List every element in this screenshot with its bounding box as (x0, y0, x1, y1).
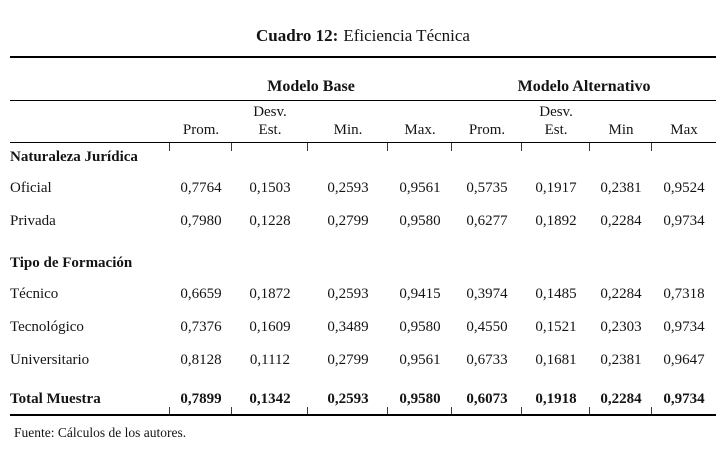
column-header-desv-est-base: Desv. Est. (231, 100, 308, 151)
value-cell: 0,3974 (466, 286, 508, 302)
total-value-cell: 0,9734 (651, 385, 717, 416)
section-row-naturaleza-juridica: Naturaleza Jurídica (10, 143, 716, 173)
total-value-cell: 0,9580 (386, 385, 453, 416)
value-cell: 0,3489 (327, 319, 369, 335)
spacer-row (10, 377, 716, 385)
value-cell: 0,2799 (327, 213, 369, 229)
table-row-universitario: Universitario 0,8128 0,1112 0,2799 0,956… (10, 344, 716, 377)
value-cell: 0,1228 (249, 213, 291, 229)
value-cell: 0,9580 (399, 319, 441, 335)
total-value-cell: 0,1918 (521, 385, 591, 416)
value-cell: 0,6733 (466, 352, 508, 368)
value-cell: 0,2593 (327, 286, 369, 302)
table-row-total-muestra: Total Muestra 0,7899 0,1342 0,2593 0,958… (10, 385, 717, 416)
value-cell: 0,4550 (466, 319, 508, 335)
value-cell: 0,1521 (535, 319, 577, 335)
value-cell: 0,1485 (535, 286, 577, 302)
value-cell: 0,9734 (663, 213, 705, 229)
value-cell: 0,7376 (180, 319, 222, 335)
row-label: Tecnológico (10, 319, 84, 335)
section-title: Naturaleza Jurídica (10, 149, 138, 165)
table-title: Cuadro 12: Eficiencia Técnica (0, 25, 726, 47)
empty-corner-cell (10, 57, 170, 101)
row-label: Universitario (10, 352, 90, 368)
row-label: Oficial (10, 180, 52, 196)
value-cell: 0,1112 (249, 352, 291, 368)
value-cell: 0,9561 (399, 352, 441, 368)
value-cell: 0,2381 (600, 352, 642, 368)
value-cell: 0,7318 (663, 286, 705, 302)
total-value-cell: 0,2593 (307, 385, 388, 416)
value-cell: 0,1892 (535, 213, 577, 229)
value-cell: 0,9734 (663, 319, 705, 335)
efficiency-table: Modelo Base Modelo Alternativo Prom. Des… (10, 56, 717, 416)
table-row-privada: Privada 0,7980 0,1228 0,2799 0,9580 0,62… (10, 205, 716, 238)
value-cell: 0,9561 (399, 180, 441, 196)
value-cell: 0,7764 (180, 180, 222, 196)
section-title: Tipo de Formación (10, 255, 133, 271)
group-header-modelo-alternativo: Modelo Alternativo (452, 57, 717, 101)
source-note: Fuente: Cálculos de los autores. (14, 425, 187, 440)
value-cell: 0,1872 (249, 286, 291, 302)
value-cell: 0,2381 (600, 180, 642, 196)
total-value-cell: 0,7899 (169, 385, 232, 416)
table-row-oficial: Oficial 0,7764 0,1503 0,2593 0,9561 0,57… (10, 172, 716, 205)
total-value-cell: 0,2284 (589, 385, 653, 416)
value-cell: 0,6659 (180, 286, 222, 302)
column-header-min-alt: Min (589, 100, 653, 151)
value-cell: 0,2303 (600, 319, 642, 335)
value-cell: 0,9524 (663, 180, 705, 196)
table-row-tecnologico: Tecnológico 0,7376 0,1609 0,3489 0,9580 … (10, 311, 716, 344)
table-row-tecnico: Técnico 0,6659 0,1872 0,2593 0,9415 0,39… (10, 278, 716, 311)
column-header-prom-alt: Prom. (451, 100, 523, 151)
table-title-number: Cuadro 12: (256, 26, 339, 45)
value-cell: 0,8128 (180, 352, 222, 368)
value-cell: 0,9580 (399, 213, 441, 229)
table-title-text: Eficiencia Técnica (343, 26, 470, 45)
value-cell: 0,2593 (327, 180, 369, 196)
column-header-min-base: Min. (307, 100, 388, 151)
column-header-max-base: Max. (386, 100, 453, 151)
spacer-row (10, 238, 716, 249)
value-cell: 0,6277 (466, 213, 508, 229)
total-value-cell: 0,1342 (231, 385, 308, 416)
value-cell: 0,7980 (180, 213, 222, 229)
value-cell: 0,2284 (600, 286, 642, 302)
value-cell: 0,2799 (327, 352, 369, 368)
column-header-max-alt: Max (651, 100, 717, 151)
column-header-row: Prom. Desv. Est. Min. Max. Prom. Desv. Est… (10, 100, 717, 151)
value-cell: 0,9415 (399, 286, 441, 302)
value-cell: 0,1609 (249, 319, 291, 335)
value-cell: 0,1503 (249, 180, 291, 196)
group-header-modelo-base: Modelo Base (170, 57, 453, 101)
value-cell: 0,1681 (535, 352, 577, 368)
column-header-prom-base: Prom. (169, 100, 232, 151)
section-row-tipo-de-formacion: Tipo de Formación (10, 249, 716, 278)
total-value-cell: 0,6073 (451, 385, 523, 416)
column-header-desv-est-alt: Desv. Est. (521, 100, 591, 151)
value-cell: 0,1917 (535, 180, 577, 196)
empty-header-cell (10, 100, 170, 143)
total-row-label: Total Muestra (10, 385, 170, 416)
value-cell: 0,2284 (600, 213, 642, 229)
value-cell: 0,9647 (663, 352, 705, 368)
row-label: Técnico (10, 286, 59, 302)
value-cell: 0,5735 (466, 180, 508, 196)
group-header-row: Modelo Base Modelo Alternativo (10, 57, 717, 101)
row-label: Privada (10, 213, 56, 229)
